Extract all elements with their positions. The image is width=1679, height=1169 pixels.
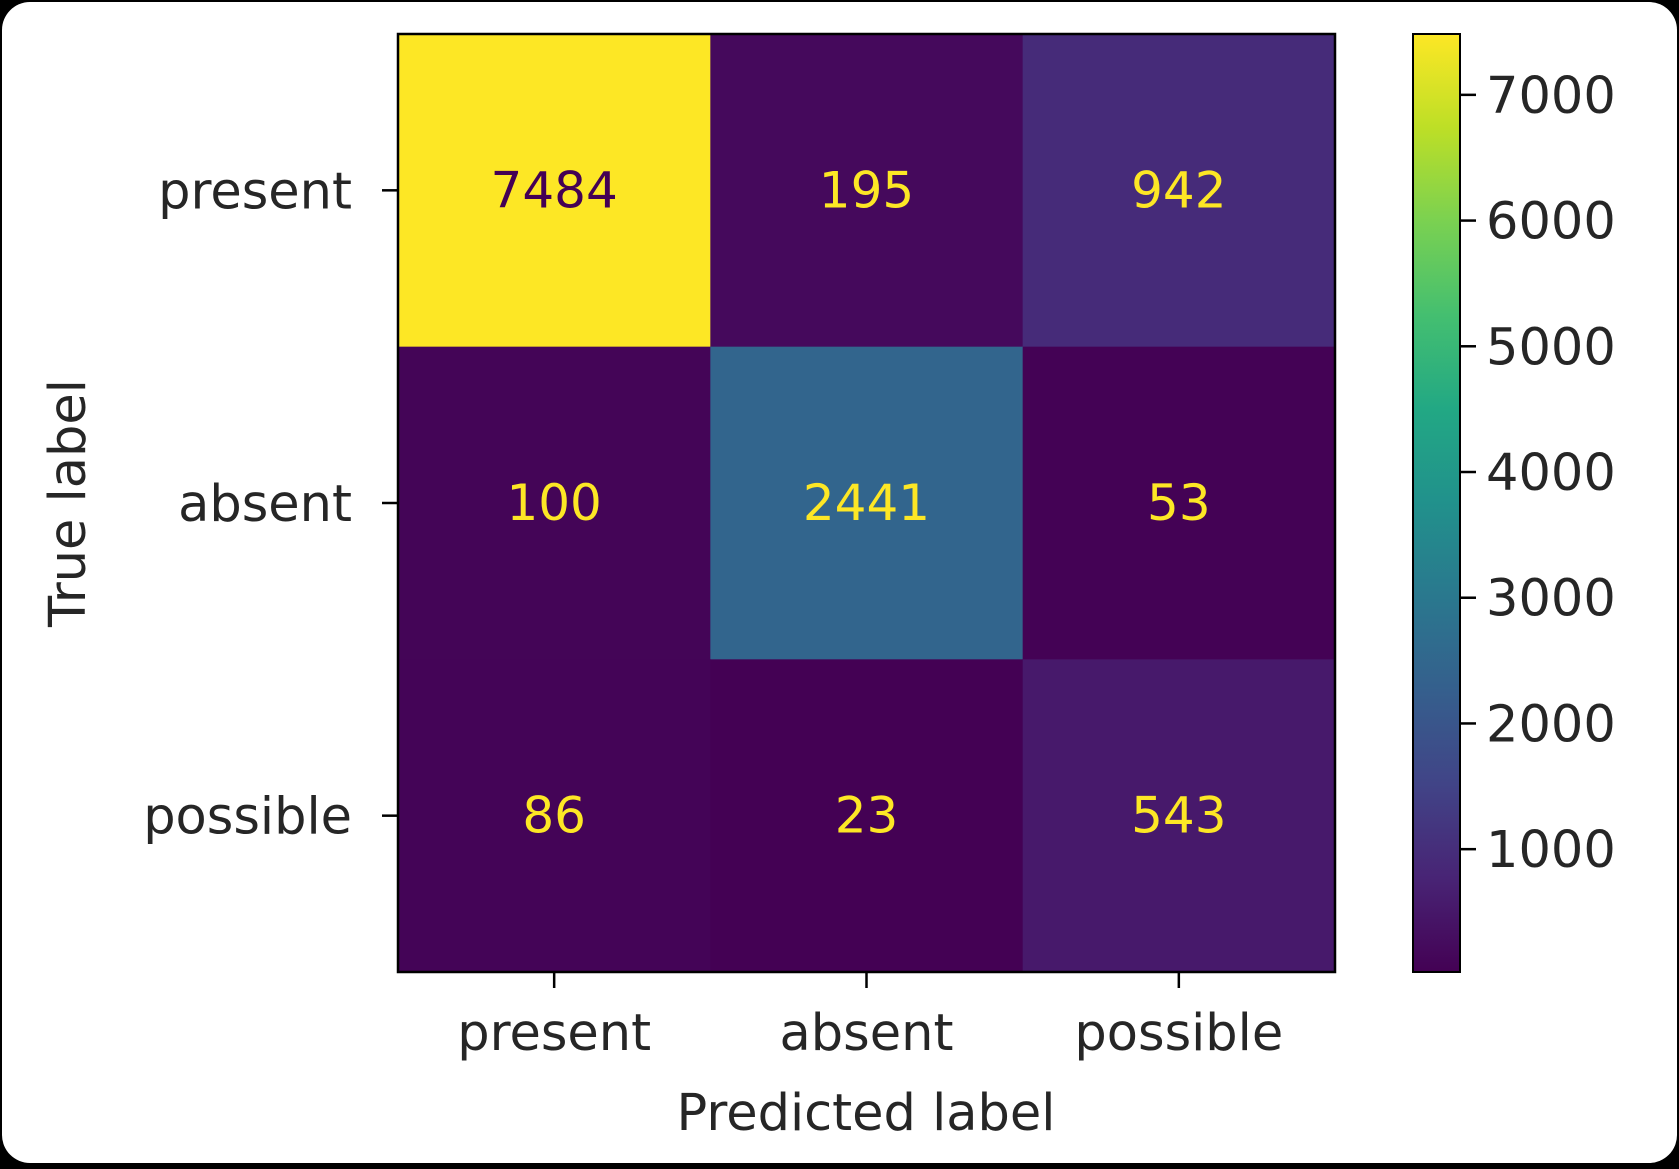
cell-value-label: 53: [1147, 474, 1211, 532]
cell-value-label: 2441: [803, 474, 930, 532]
y-tick-label: present: [158, 162, 352, 221]
x-axis-ticks: present absent possible: [457, 972, 1283, 1063]
colorbar-tick-label: 3000: [1486, 570, 1616, 629]
cell-value-label: 7484: [491, 161, 618, 219]
heatmap-cells: [398, 34, 1336, 973]
heatmap-cell: [710, 346, 1024, 660]
colorbar-tick-label: 1000: [1486, 821, 1616, 880]
cell-value-label: 942: [1131, 161, 1226, 219]
x-axis-label: Predicted label: [677, 1084, 1056, 1143]
cell-value-label: 195: [819, 161, 914, 219]
colorbar-tick-label: 7000: [1486, 67, 1616, 126]
heatmap-cell: [710, 659, 1024, 973]
heatmap-cell: [1022, 34, 1336, 348]
heatmap-cell: [398, 659, 711, 973]
y-tick-label: possible: [143, 788, 352, 847]
colorbar: [1412, 33, 1461, 973]
x-tick-label: possible: [1074, 1004, 1283, 1063]
colorbar-ticks: 1000 2000 3000 4000 5000 6000 7000: [1460, 67, 1616, 880]
cell-value-label: 23: [835, 787, 899, 845]
cell-value-label: 100: [506, 474, 601, 532]
cell-value-label: 543: [1131, 787, 1226, 845]
cell-value-label: 86: [522, 787, 586, 845]
y-tick-label: absent: [178, 475, 352, 534]
heatmap-cell: [398, 34, 711, 348]
heatmap-cell: [710, 34, 1024, 348]
colorbar-tick-label: 6000: [1486, 193, 1616, 252]
colorbar-tick-label: 2000: [1486, 695, 1616, 754]
y-axis-ticks: present absent possible: [143, 162, 398, 847]
x-tick-label: present: [457, 1004, 651, 1063]
heatmap-cell: [1022, 346, 1336, 660]
heatmap-cell: [398, 346, 711, 660]
colorbar-tick-label: 4000: [1486, 444, 1616, 503]
x-tick-label: absent: [780, 1004, 954, 1063]
colorbar-tick-label: 5000: [1486, 318, 1616, 377]
y-axis-label: True label: [39, 379, 98, 628]
cell-value-labels: 7484 195 942 100 2441 53 86 23 543: [491, 161, 1227, 844]
heatmap-cell: [1022, 659, 1336, 973]
